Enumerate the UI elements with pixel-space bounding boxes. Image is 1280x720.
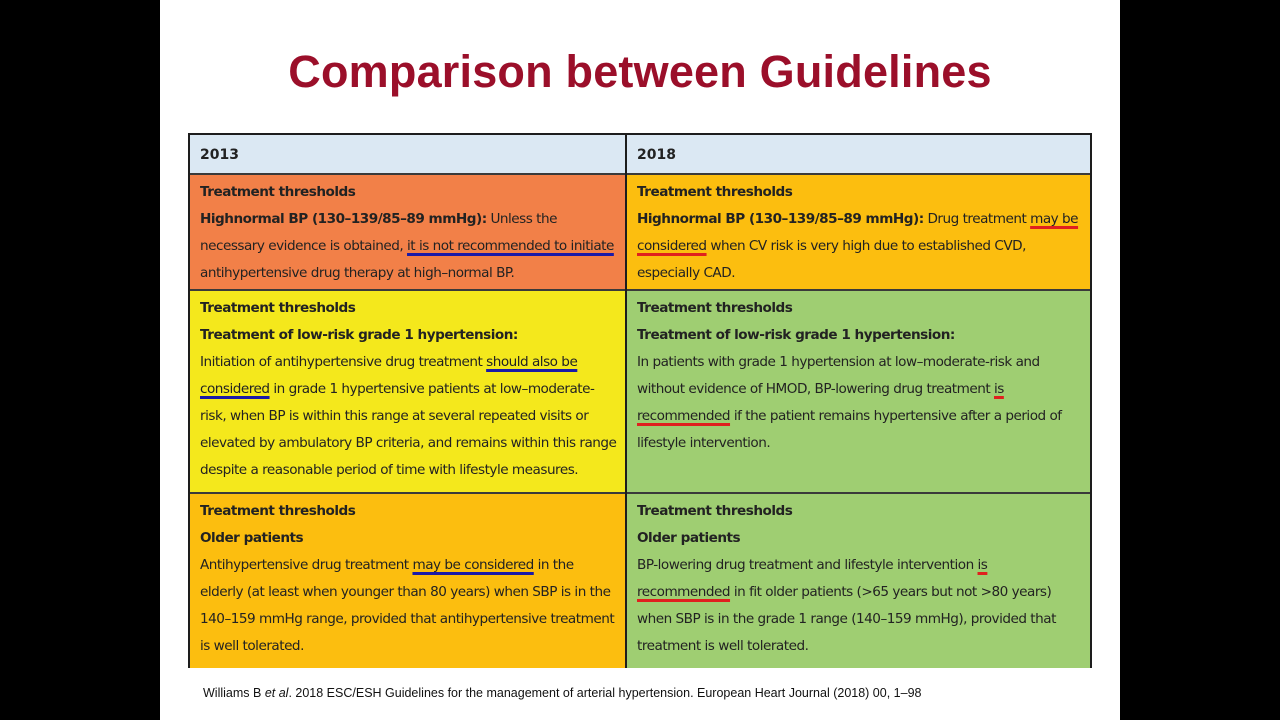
cell-subheading: Treatment of low-risk grade 1 hypertensi… (637, 327, 955, 343)
cell-bold-lead: Highnormal BP (130–139/85–89 mmHg): (637, 211, 924, 227)
cell-heading: Treatment thresholds (200, 184, 356, 200)
cell-heading: Treatment thresholds (637, 503, 793, 519)
comparison-table: 2013 2018 Treatment thresholds Highnorma… (188, 133, 1092, 668)
cell-text: if the patient remains hypertensive afte… (637, 408, 1062, 451)
cell-2013-low-risk-grade1: Treatment thresholds Treatment of low-ri… (190, 290, 625, 492)
recommendation-phrase: it is not recommended to initiate (407, 238, 614, 254)
cell-text: antihypertensive drug therapy at high–no… (200, 265, 515, 281)
slide: Comparison between Guidelines 2013 2018 … (160, 0, 1120, 720)
citation-authors: Williams B (203, 686, 265, 700)
recommendation-phrase: should also be considered (200, 354, 578, 397)
cell-text: in fit older patients (>65 years but not… (637, 584, 1056, 654)
cell-2018-highnormal: Treatment thresholds Highnormal BP (130–… (627, 174, 1090, 289)
cell-text: In patients with grade 1 hypertension at… (637, 354, 1040, 397)
cell-text: in the elderly (at least when younger th… (200, 557, 615, 654)
cell-2013-highnormal: Treatment thresholds Highnormal BP (130–… (190, 174, 625, 289)
recommendation-phrase: is recommended (637, 381, 1004, 424)
column-divider (625, 135, 627, 666)
cell-text: Drug treatment (923, 211, 1031, 227)
citation-etal: et al (264, 686, 289, 700)
slide-title: Comparison between Guidelines (288, 46, 992, 97)
cell-text: when CV risk is very high due to establi… (637, 238, 1026, 281)
cell-heading: Treatment thresholds (637, 300, 793, 316)
cell-subheading: Older patients (637, 530, 741, 546)
cell-text: Unless the necessary evidence is obtaine… (200, 211, 557, 254)
recommendation-phrase: is recommended (637, 557, 988, 600)
recommendation-phrase: may be considered (412, 557, 534, 573)
citation-source: . 2018 ESC/ESH Guidelines for the manage… (288, 686, 922, 700)
column-header-2018: 2018 (627, 135, 1090, 174)
cell-heading: Treatment thresholds (200, 503, 356, 519)
recommendation-phrase: may be considered (637, 211, 1079, 254)
table-divider (190, 492, 1090, 494)
cell-heading: Treatment thresholds (200, 300, 356, 316)
cell-subheading: Treatment of low-risk grade 1 hypertensi… (200, 327, 518, 343)
cell-text: in grade 1 hypertensive patients at low–… (200, 381, 617, 478)
table-divider (190, 173, 1090, 175)
cell-subheading: Older patients (200, 530, 304, 546)
citation: Williams B et al. 2018 ESC/ESH Guideline… (203, 686, 921, 700)
cell-2013-older-patients: Treatment thresholds Older patients Anti… (190, 493, 625, 668)
cell-text: Antihypertensive drug treatment (200, 557, 413, 573)
cell-2018-low-risk-grade1: Treatment thresholds Treatment of low-ri… (627, 290, 1090, 492)
cell-text: BP-lowering drug treatment and lifestyle… (637, 557, 978, 573)
cell-bold-lead: Highnormal BP (130–139/85–89 mmHg): (200, 211, 487, 227)
cell-heading: Treatment thresholds (637, 184, 793, 200)
cell-text: Initiation of antihypertensive drug trea… (200, 354, 487, 370)
column-header-2013: 2013 (190, 135, 625, 174)
table-divider (190, 289, 1090, 291)
cell-2018-older-patients: Treatment thresholds Older patients BP-l… (627, 493, 1090, 668)
